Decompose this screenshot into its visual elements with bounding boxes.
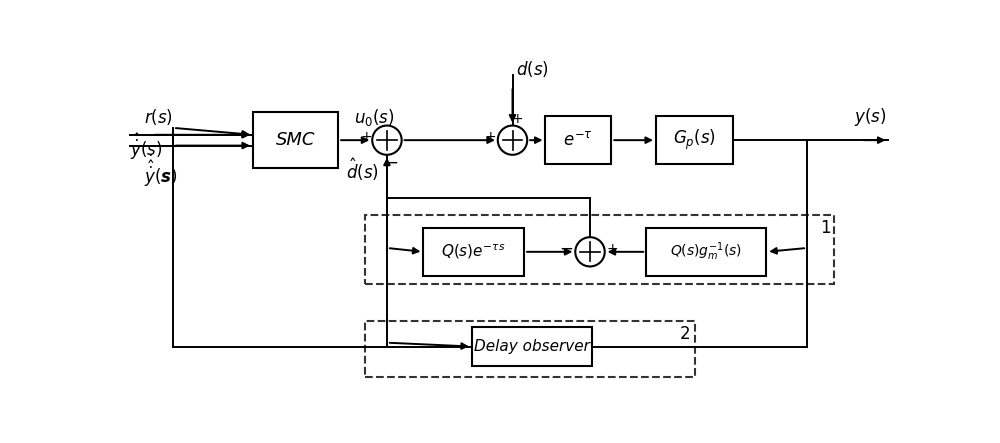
Text: +: + [484,130,496,144]
Text: +: + [607,242,618,256]
Text: $e^{-\tau}$: $e^{-\tau}$ [563,131,593,149]
FancyBboxPatch shape [253,113,338,168]
Text: Delay observer: Delay observer [474,339,590,354]
Text: +: + [360,130,372,144]
Text: $u_0(s)$: $u_0(s)$ [354,107,394,128]
Text: SMC: SMC [276,131,315,149]
Text: $Q(s)g_m^{-1}(s)$: $Q(s)g_m^{-1}(s)$ [670,241,742,263]
Text: 1: 1 [820,219,830,237]
FancyBboxPatch shape [472,327,592,366]
Text: $d(s)$: $d(s)$ [516,59,549,79]
Text: −: − [559,240,573,258]
FancyBboxPatch shape [656,117,733,164]
Text: $\hat{d}(s)$: $\hat{d}(s)$ [346,156,379,183]
Bar [365,215,834,284]
Text: $y(s)$: $y(s)$ [854,106,886,128]
Text: +: + [511,113,523,126]
Text: 2: 2 [680,325,691,343]
Circle shape [372,125,402,155]
Text: $G_p(s)$: $G_p(s)$ [673,128,716,152]
Text: $\hat{\dot{y}}(s)$: $\hat{\dot{y}}(s)$ [130,131,163,162]
FancyBboxPatch shape [646,228,766,276]
Text: $r(s)$: $r(s)$ [144,107,173,127]
Text: $Q(s)e^{-\tau s}$: $Q(s)e^{-\tau s}$ [441,242,506,261]
Circle shape [498,125,527,155]
FancyBboxPatch shape [423,228,524,276]
Text: $\dot{\hat{\dot{y}}}(\boldsymbol{s})$: $\dot{\hat{\dot{y}}}(\boldsymbol{s})$ [144,152,178,189]
Text: −: − [384,154,398,171]
Bar [365,321,695,377]
Circle shape [575,237,605,266]
FancyBboxPatch shape [545,117,611,164]
